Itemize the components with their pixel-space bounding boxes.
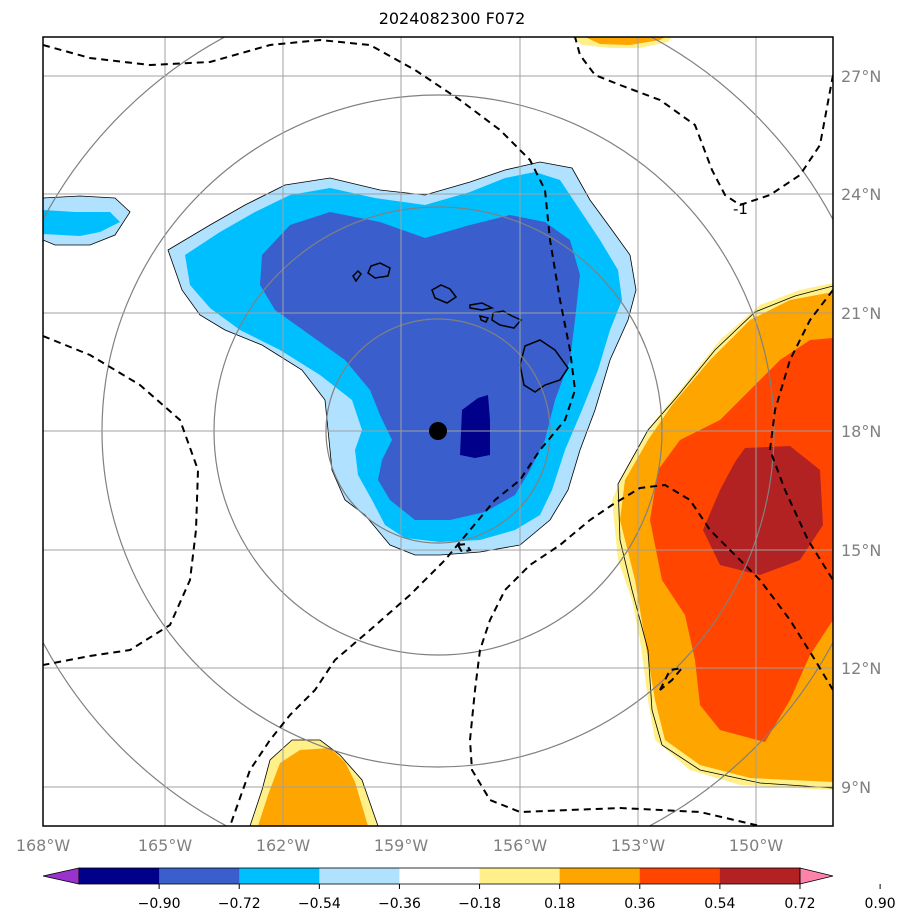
- colorbar-tick-label: 0.36: [624, 896, 655, 912]
- hawaiian-islands: [352, 262, 569, 393]
- lon-label: 159°W: [374, 836, 429, 855]
- lat-label: 21°N: [841, 304, 881, 323]
- lat-label: 15°N: [841, 541, 881, 560]
- colorbar-extend-upper: [799, 867, 834, 885]
- colorbar-extend-lower: [42, 867, 80, 885]
- lat-label: 9°N: [841, 778, 871, 797]
- lat-label: 27°N: [841, 67, 881, 86]
- colorbar-segment: [319, 868, 400, 884]
- contour-label: -1: [733, 200, 748, 218]
- colorbar-segment: [639, 868, 721, 884]
- lon-label: 156°W: [493, 836, 548, 855]
- colorbar-segment: [479, 868, 561, 884]
- colorbar-tick-label: −0.90: [138, 896, 181, 912]
- map-title: 2024082300 F072: [378, 9, 526, 28]
- lat-lon-grid: [43, 37, 833, 826]
- colorbar-segment: [559, 868, 641, 884]
- colorbar-tick-label: −0.36: [378, 896, 421, 912]
- colorbar-segment: [719, 868, 801, 884]
- colorbar-segment: [159, 868, 240, 884]
- lon-label: 150°W: [729, 836, 784, 855]
- colorbar-tick-label: 0.18: [544, 896, 575, 912]
- lat-label: 12°N: [841, 659, 881, 678]
- negative-anomaly-west: [43, 195, 131, 246]
- positive-anomaly-east: [612, 283, 833, 790]
- colorbar-segment: [79, 868, 160, 884]
- colorbar-segment: [239, 868, 320, 884]
- dashed-contours: [43, 37, 833, 826]
- storm-center-marker: [429, 422, 447, 440]
- lon-label: 168°W: [16, 836, 71, 855]
- colorbar-tick-label: 0.90: [865, 896, 896, 912]
- lon-label: 153°W: [611, 836, 666, 855]
- positive-anomaly-north: [572, 37, 672, 48]
- colorbar-tick-label: −0.54: [298, 896, 341, 912]
- colorbar: −0.90 −0.72 −0.54 −0.36 −0.18 0.18 0.36 0.54 0.7…: [42, 867, 896, 912]
- negative-anomaly-hawaii: [167, 161, 637, 556]
- map-frame: [42, 36, 834, 827]
- colorbar-segment: [399, 868, 481, 884]
- colorbar-tick-label: 0.54: [704, 896, 735, 912]
- colorbar-tick-label: −0.72: [218, 896, 261, 912]
- longitude-labels: 168°W 165°W 162°W 159°W 156°W 153°W 150°…: [16, 836, 784, 855]
- colorbar-tick-label: −0.18: [458, 896, 501, 912]
- lat-label: 24°N: [841, 185, 881, 204]
- positive-anomaly-south: [249, 739, 379, 826]
- colorbar-tick-label: 0.72: [784, 896, 815, 912]
- lat-label: 18°N: [841, 422, 881, 441]
- latitude-labels: 27°N 24°N 21°N 18°N 15°N 12°N 9°N: [841, 67, 881, 797]
- lon-label: 165°W: [138, 836, 193, 855]
- lon-label: 162°W: [256, 836, 311, 855]
